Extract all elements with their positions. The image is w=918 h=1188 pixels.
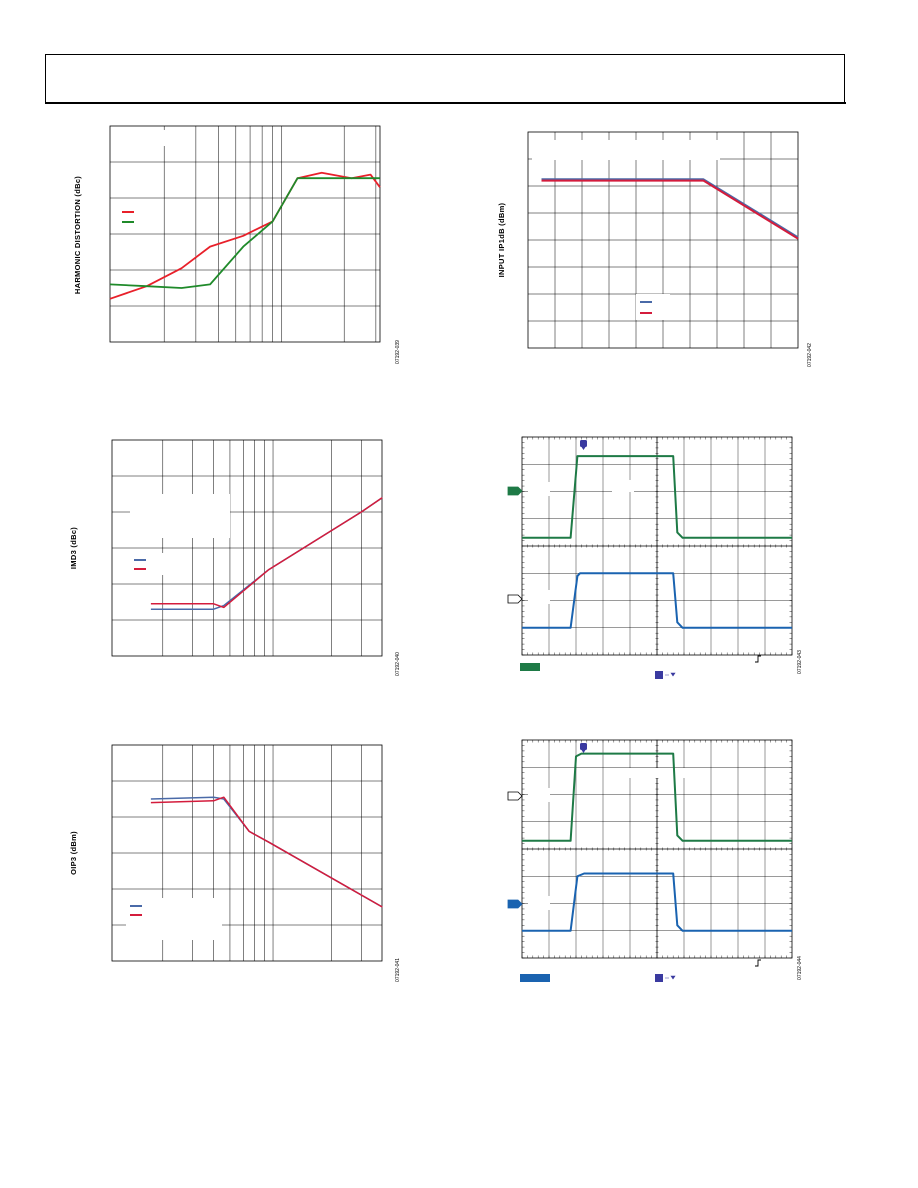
- channel-marker-icon: [507, 594, 523, 604]
- charts-layer: [109, 125, 799, 982]
- timebase-indicator-icon: [655, 671, 663, 679]
- annotation-box: [118, 206, 148, 228]
- figure-id-1: 07192-039: [395, 340, 401, 364]
- annotation-box: [130, 494, 230, 538]
- annotation-box: [636, 294, 670, 320]
- series-line: [522, 752, 792, 842]
- input-ip1db-ylabel: INPUT IP1dB (dBm): [497, 202, 506, 277]
- header-rule: [45, 102, 846, 104]
- channel-scale-indicator: [520, 974, 550, 982]
- figure-id-3: 07192-040: [395, 652, 401, 676]
- page-header-frame: [45, 54, 845, 102]
- series-line: [522, 572, 792, 629]
- oip3-ylabel: OIP3 (dBm): [69, 831, 78, 875]
- series-line: [522, 455, 792, 539]
- scope-top: [507, 436, 793, 679]
- chart-imd3: [111, 439, 383, 657]
- figure-id-4: 07192-043: [797, 650, 803, 674]
- trigger-slope-icon: [665, 672, 676, 677]
- trigger-marker-icon: [580, 440, 587, 447]
- chart-oip3: [111, 744, 383, 962]
- annotation-box: [628, 768, 688, 778]
- channel-scale-indicator: [520, 663, 540, 671]
- series-line: [541, 178, 799, 239]
- annotation-box: [130, 553, 174, 575]
- annotation-box: [126, 898, 222, 940]
- scope-bottom: [507, 739, 793, 982]
- annotation-box: [528, 896, 550, 910]
- timebase-indicator-icon: [655, 974, 663, 982]
- figure-id-2: 07192-042: [807, 343, 813, 367]
- figure-id-6: 07192-044: [797, 956, 803, 980]
- trigger-arrow-icon: [581, 750, 586, 753]
- series-line: [150, 796, 383, 908]
- series-line: [109, 177, 380, 289]
- channel-marker-icon: [507, 791, 523, 801]
- annotation-box: [528, 788, 550, 802]
- annotation-box: [528, 590, 550, 604]
- series-line: [541, 179, 799, 240]
- annotation-box: [528, 482, 550, 496]
- figure-id-5: 07192-041: [395, 958, 401, 982]
- annotation-box: [612, 480, 634, 492]
- chart-input-ip1db: [527, 131, 799, 349]
- series-line: [150, 496, 383, 609]
- channel-marker-icon: [507, 899, 523, 909]
- rising-edge-icon: [755, 959, 761, 967]
- series-line: [522, 872, 792, 932]
- chart-harmonic-distortion: [109, 125, 381, 343]
- trigger-slope-icon: [665, 975, 676, 980]
- harmonic-distortion-ylabel: HARMONIC DISTORTION (dBc): [73, 176, 82, 294]
- imd3-ylabel: IMD3 (dBc): [69, 527, 78, 569]
- trigger-marker-icon: [580, 743, 587, 750]
- annotation-box: [114, 130, 190, 146]
- trigger-arrow-icon: [581, 447, 586, 450]
- channel-marker-icon: [507, 486, 523, 496]
- rising-edge-icon: [755, 655, 761, 663]
- annotation-box: [532, 140, 720, 160]
